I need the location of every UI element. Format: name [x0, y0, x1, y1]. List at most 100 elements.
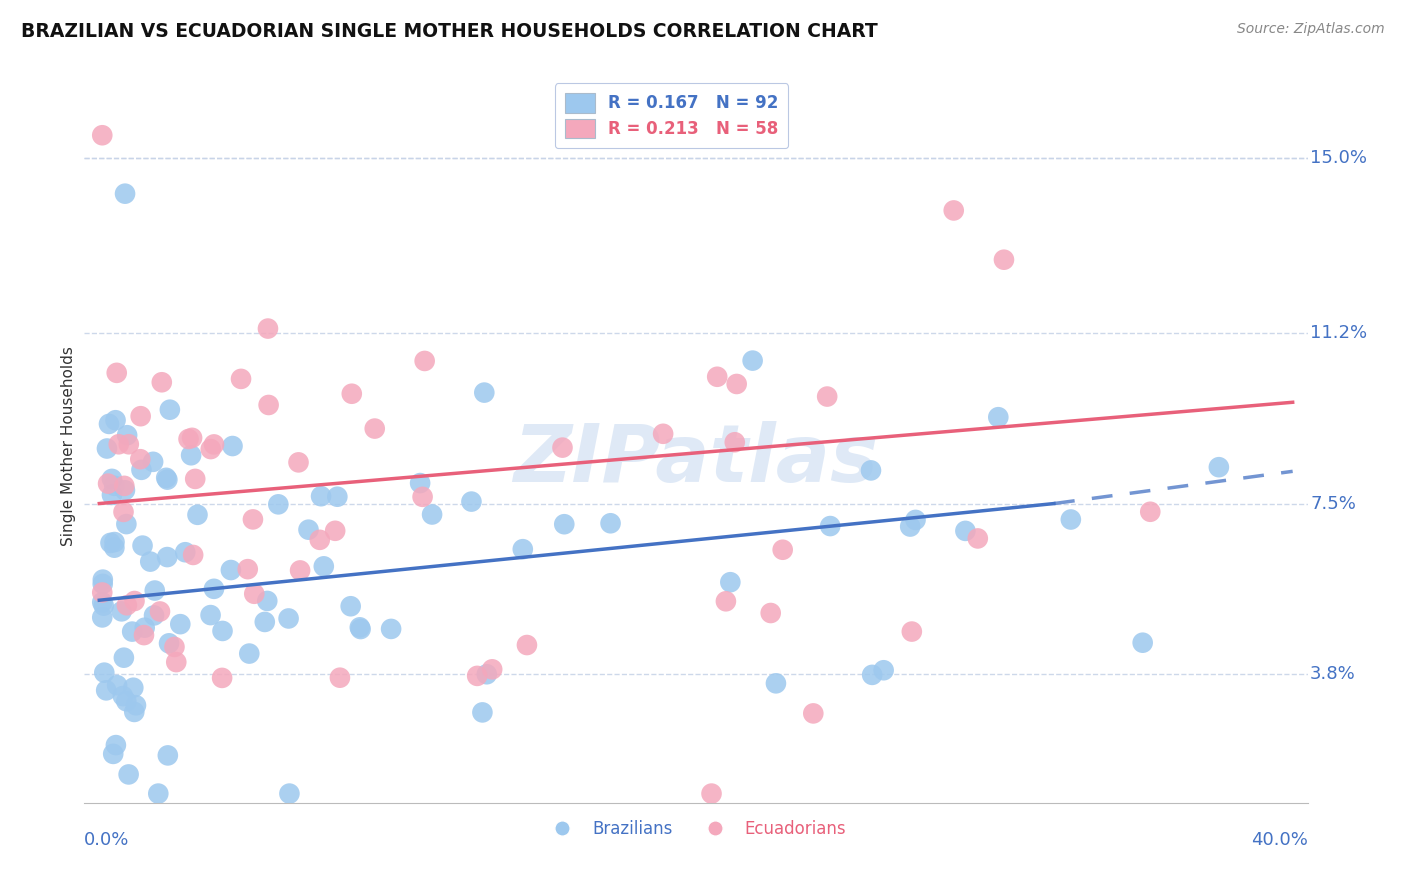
Point — [112, 479, 135, 493]
Point — [772, 542, 794, 557]
Point — [465, 669, 488, 683]
Point — [118, 437, 141, 451]
Point — [966, 532, 988, 546]
Point — [340, 386, 363, 401]
Point — [169, 617, 191, 632]
Point — [471, 706, 494, 720]
Point — [174, 545, 197, 559]
Point — [413, 354, 436, 368]
Point — [472, 385, 495, 400]
Point — [700, 787, 723, 801]
Point — [312, 559, 335, 574]
Point — [349, 622, 371, 636]
Point — [91, 595, 114, 609]
Point — [91, 585, 114, 599]
Point — [112, 650, 135, 665]
Point — [181, 548, 204, 562]
Point — [253, 615, 276, 629]
Text: 0.0%: 0.0% — [84, 831, 129, 849]
Point — [104, 738, 127, 752]
Point — [111, 689, 134, 703]
Point — [93, 599, 115, 613]
Text: 40.0%: 40.0% — [1251, 831, 1308, 849]
Point — [955, 524, 977, 538]
Point — [238, 647, 260, 661]
Point — [97, 476, 120, 491]
Point — [420, 508, 443, 522]
Point — [309, 489, 332, 503]
Point — [1208, 460, 1230, 475]
Point — [122, 681, 145, 695]
Point — [134, 621, 156, 635]
Point — [165, 655, 187, 669]
Legend: Brazilians, Ecuadorians: Brazilians, Ecuadorians — [538, 814, 853, 845]
Point — [156, 550, 179, 565]
Point — [103, 541, 125, 555]
Point — [200, 442, 222, 456]
Point — [148, 787, 170, 801]
Point — [326, 490, 349, 504]
Point — [364, 421, 387, 435]
Point — [91, 128, 114, 143]
Text: BRAZILIAN VS ECUADORIAN SINGLE MOTHER HOUSEHOLDS CORRELATION CHART: BRAZILIAN VS ECUADORIAN SINGLE MOTHER HO… — [21, 22, 877, 41]
Y-axis label: Single Mother Households: Single Mother Households — [60, 346, 76, 546]
Point — [107, 437, 129, 451]
Point — [115, 694, 138, 708]
Point — [329, 671, 352, 685]
Point — [156, 748, 179, 763]
Point — [242, 512, 264, 526]
Point — [297, 523, 319, 537]
Point — [121, 624, 143, 639]
Point — [93, 665, 115, 680]
Point — [115, 517, 138, 532]
Point — [105, 678, 128, 692]
Point — [91, 610, 114, 624]
Point — [724, 435, 747, 450]
Point — [1132, 636, 1154, 650]
Text: 3.8%: 3.8% — [1310, 665, 1355, 683]
Point — [859, 463, 882, 477]
Point — [177, 432, 200, 446]
Point — [125, 698, 148, 713]
Point — [553, 517, 575, 532]
Point — [91, 577, 114, 591]
Point — [124, 705, 146, 719]
Point — [96, 683, 118, 698]
Point — [460, 494, 482, 508]
Point — [150, 376, 173, 390]
Text: 11.2%: 11.2% — [1310, 324, 1367, 343]
Point — [117, 767, 139, 781]
Point — [115, 599, 138, 613]
Point — [860, 668, 883, 682]
Point — [91, 573, 114, 587]
Point — [718, 575, 741, 590]
Point — [818, 519, 841, 533]
Point — [181, 431, 204, 445]
Point — [801, 706, 824, 721]
Point — [741, 353, 763, 368]
Point — [815, 390, 838, 404]
Point — [765, 676, 787, 690]
Point — [131, 463, 153, 477]
Point — [103, 479, 125, 493]
Point — [1139, 505, 1161, 519]
Point — [98, 417, 121, 431]
Point — [200, 608, 222, 623]
Text: Source: ZipAtlas.com: Source: ZipAtlas.com — [1237, 22, 1385, 37]
Point — [103, 747, 125, 761]
Point — [987, 410, 1010, 425]
Point — [901, 624, 924, 639]
Point — [652, 426, 675, 441]
Point — [131, 539, 153, 553]
Point — [101, 472, 124, 486]
Point — [409, 476, 432, 491]
Point — [706, 369, 728, 384]
Point — [156, 473, 179, 487]
Point — [904, 513, 927, 527]
Point — [380, 622, 402, 636]
Point — [236, 562, 259, 576]
Point — [221, 439, 243, 453]
Point — [143, 608, 166, 623]
Point — [256, 594, 278, 608]
Point — [155, 471, 177, 485]
